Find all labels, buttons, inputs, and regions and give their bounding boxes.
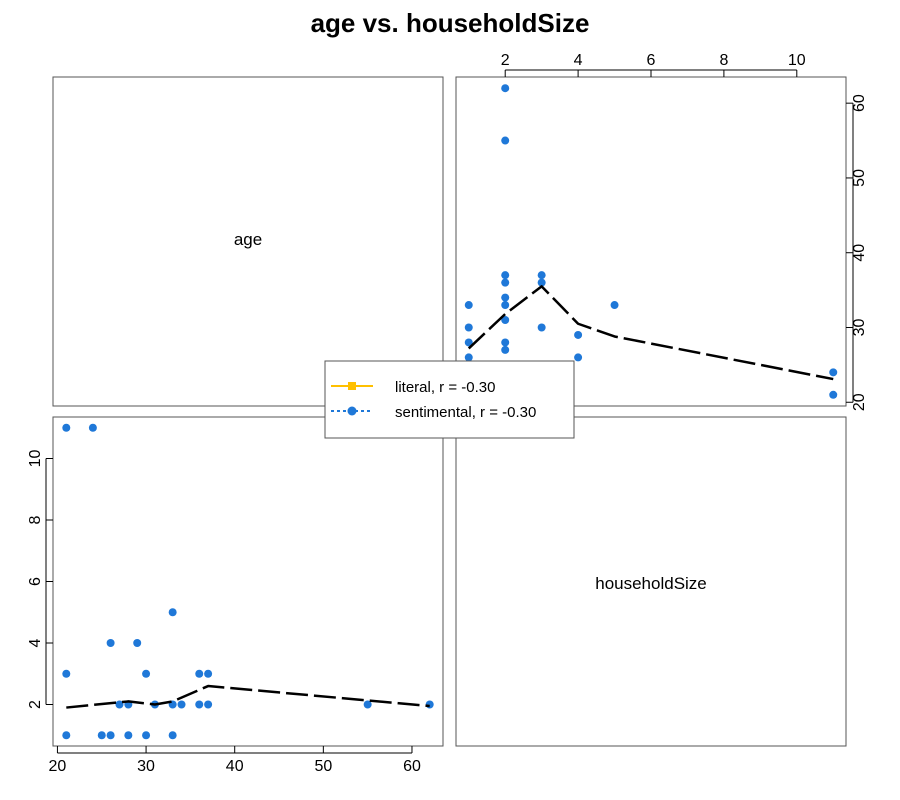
panel-frame-age-diagonal — [52, 76, 444, 407]
left-axis-tick-label: 2 — [27, 700, 44, 709]
chart-title: age vs. householdSize — [311, 8, 590, 38]
data-point — [464, 323, 473, 332]
top-axis-householdsize: 2 4 6 8 10 — [501, 52, 806, 77]
data-point — [106, 638, 115, 647]
top-axis-tick-label: 10 — [788, 52, 806, 69]
data-point — [106, 731, 115, 740]
data-point — [425, 700, 434, 709]
legend: literal, r = -0.30 sentimental, r = -0.3… — [324, 360, 575, 439]
points-householdsize-vs-age — [62, 423, 434, 740]
left-axis-tick-label: 4 — [27, 638, 44, 647]
data-point — [168, 731, 177, 740]
data-point — [115, 700, 124, 709]
data-point — [829, 368, 838, 377]
legend-box — [324, 360, 575, 439]
right-axis-tick-label: 40 — [851, 244, 868, 262]
data-point — [574, 330, 583, 339]
data-point — [195, 669, 204, 678]
data-point — [829, 390, 838, 399]
smoother-age-vs-householdsize — [467, 285, 834, 381]
left-axis-householdsize: 2 4 6 8 10 — [27, 450, 53, 709]
data-point — [177, 700, 186, 709]
points-age-vs-householdsize — [464, 84, 838, 399]
panel-frame-householdsize-diagonal — [455, 416, 847, 747]
data-point — [537, 278, 546, 287]
bottom-axis-tick-label: 60 — [403, 758, 421, 775]
left-axis-tick-label: 6 — [27, 577, 44, 586]
data-point — [464, 353, 473, 362]
legend-literal-label: literal, r = -0.30 — [395, 379, 495, 396]
diagonal-label-householdsize: householdSize — [595, 574, 707, 593]
top-axis-tick-label: 2 — [501, 52, 510, 69]
top-axis-tick-label: 4 — [574, 52, 583, 69]
left-axis-tick-label: 10 — [27, 450, 44, 468]
data-point — [363, 700, 372, 709]
data-point — [124, 731, 133, 740]
data-point — [537, 323, 546, 332]
smoother-line — [467, 285, 834, 381]
top-axis-tick-label: 8 — [719, 52, 728, 69]
smoother-line — [66, 684, 430, 709]
panel-frame-age-vs-householdsize — [455, 76, 847, 407]
data-point — [204, 669, 213, 678]
panel-frame-householdsize-vs-age — [52, 416, 444, 747]
data-point — [62, 731, 71, 740]
diagonal-label-age: age — [234, 230, 262, 249]
data-point — [464, 301, 473, 310]
data-point — [464, 338, 473, 347]
data-point — [62, 423, 71, 432]
data-point — [501, 136, 510, 145]
bottom-axis-tick-label: 30 — [137, 758, 155, 775]
data-point — [537, 271, 546, 280]
right-axis-tick-label: 60 — [851, 94, 868, 112]
data-point — [204, 700, 213, 709]
data-point — [501, 316, 510, 325]
data-point — [574, 353, 583, 362]
right-axis-tick-label: 50 — [851, 169, 868, 187]
bottom-axis-tick-label: 40 — [226, 758, 244, 775]
data-point — [501, 278, 510, 287]
data-point — [501, 338, 510, 347]
smoother-householdsize-vs-age — [66, 684, 430, 709]
data-point — [168, 608, 177, 617]
data-point — [142, 731, 151, 740]
right-axis-age: 20 30 40 50 60 — [846, 94, 868, 411]
data-point — [501, 301, 510, 310]
left-axis-tick-label: 8 — [27, 515, 44, 524]
bottom-axis-tick-label: 20 — [49, 758, 67, 775]
bottom-axis-tick-label: 50 — [314, 758, 332, 775]
legend-sentimental-marker — [347, 406, 357, 416]
right-axis-tick-label: 20 — [851, 393, 868, 411]
data-point — [501, 293, 510, 302]
bottom-axis-age: 20 30 40 50 60 — [49, 746, 421, 775]
top-axis-tick-label: 6 — [647, 52, 656, 69]
data-point — [97, 731, 106, 740]
data-point — [133, 638, 142, 647]
data-point — [610, 301, 619, 310]
right-axis-tick-label: 30 — [851, 318, 868, 336]
data-point — [62, 669, 71, 678]
data-point — [195, 700, 204, 709]
data-point — [88, 423, 97, 432]
legend-literal-marker — [348, 382, 356, 390]
data-point — [501, 84, 510, 93]
legend-sentimental-label: sentimental, r = -0.30 — [395, 404, 536, 421]
data-point — [501, 345, 510, 354]
data-point — [142, 669, 151, 678]
data-point — [501, 271, 510, 280]
